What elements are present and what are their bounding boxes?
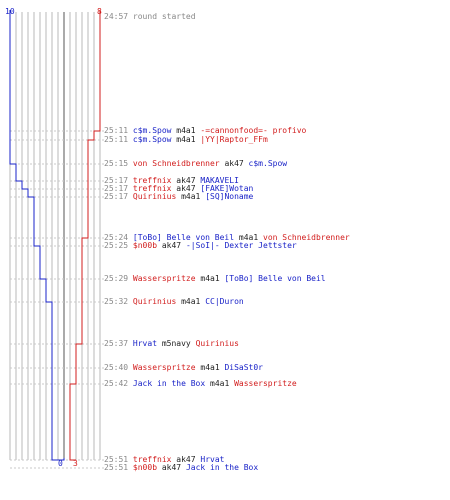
- victim-name: CC|Duron: [205, 297, 244, 306]
- killer-name: von Schneidbrenner: [132, 159, 220, 168]
- red-score-top: 8: [97, 7, 102, 16]
- event-time: 25:17: [104, 192, 129, 201]
- event-time: 25:25: [104, 241, 129, 250]
- killer-name: $n00b: [132, 463, 158, 472]
- event-time: 25:17: [104, 176, 129, 185]
- weapon-name: m4a1: [200, 363, 220, 372]
- kill-event-row: 25:32 Quirinius m4a1 CC|Duron: [104, 297, 244, 306]
- weapon-name: m4a1: [200, 274, 220, 283]
- weapon-name: m4a1: [176, 126, 196, 135]
- killer-name: Quirinius: [132, 297, 177, 306]
- blue-score-top: 10: [5, 7, 15, 16]
- victim-name: Jack in the Box: [185, 463, 259, 472]
- kill-event-row: 25:17 Quirinius m4a1 [SQ]Noname: [104, 192, 253, 201]
- kill-event-row: 25:42 Jack in the Box m4a1 Wasserspritze: [104, 379, 297, 388]
- kill-event-row: 25:17 treffnix ak47 MAKAVELI: [104, 176, 239, 185]
- killer-name: treffnix: [132, 184, 172, 193]
- victim-name: -|SoI|- Dexter Jettster: [185, 241, 297, 250]
- kill-event-row: 25:40 Wasserspritze m4a1 DiSaSt0r: [104, 363, 263, 372]
- victim-name: von Schneidbrenner: [263, 233, 350, 242]
- victim-name: MAKAVELI: [200, 176, 239, 185]
- kill-event-row: 25:24 [ToBo] Belle von Beil m4a1 von Sch…: [104, 233, 350, 242]
- victim-name: Hrvat: [200, 455, 225, 464]
- weapon-name: ak47: [161, 241, 182, 250]
- killer-name: treffnix: [132, 176, 172, 185]
- victim-name: DiSaSt0r: [224, 363, 263, 372]
- killer-name: treffnix: [132, 455, 172, 464]
- victim-name: [SQ]Noname: [205, 192, 254, 201]
- kill-event-row: 25:51 treffnix ak47 Hrvat: [104, 455, 224, 464]
- blue-score-bottom: 0: [58, 459, 63, 468]
- event-time: 25:24: [104, 233, 129, 242]
- victim-name: |YY|Raptor_FFm: [200, 135, 268, 144]
- kill-event-row: 25:11 c$m.Spow m4a1 |YY|Raptor_FFm: [104, 135, 268, 144]
- killer-name: Wasserspritze: [132, 363, 196, 372]
- victim-name: c$m.Spow: [248, 159, 288, 168]
- blue-team-alive-line: [9, 10, 65, 461]
- event-time: 25:11: [104, 126, 129, 135]
- event-time: 25:51: [104, 455, 129, 464]
- killer-name: Quirinius: [132, 192, 177, 201]
- weapon-name: m4a1: [181, 192, 201, 201]
- weapon-name: ak47: [224, 159, 244, 168]
- killer-name: Hrvat: [132, 339, 158, 348]
- event-time: 25:15: [104, 159, 129, 168]
- weapon-name: m5navy: [161, 339, 191, 348]
- kill-event-row: 24:57 round started: [104, 12, 196, 21]
- weapon-name: ak47: [176, 455, 196, 464]
- red-score-bottom: 3: [73, 459, 78, 468]
- killer-name: round started: [132, 12, 196, 21]
- killer-name: [ToBo] Belle von Beil: [132, 233, 235, 242]
- killer-name: c$m.Spow: [132, 135, 172, 144]
- event-time: 24:57: [104, 12, 129, 21]
- event-time: 25:29: [104, 274, 129, 283]
- weapon-name: m4a1: [210, 379, 230, 388]
- victim-name: -=cannonfood=- profivo: [200, 126, 307, 135]
- event-time: 25:51: [104, 463, 129, 472]
- event-time: 25:32: [104, 297, 129, 306]
- victim-name: Quirinius: [195, 339, 239, 348]
- kill-event-row: 25:29 Wasserspritze m4a1 [ToBo] Belle vo…: [104, 274, 326, 283]
- weapon-name: m4a1: [181, 297, 201, 306]
- killer-name: Jack in the Box: [132, 379, 206, 388]
- kill-event-row: 25:17 treffnix ak47 [FAKE]Wotan: [104, 184, 253, 193]
- victim-name: [FAKE]Wotan: [200, 184, 254, 193]
- kill-event-row: 25:11 c$m.Spow m4a1 -=cannonfood=- profi…: [104, 126, 306, 135]
- red-team-alive-line: [69, 10, 101, 461]
- event-time: 25:37: [104, 339, 129, 348]
- weapon-name: ak47: [176, 176, 196, 185]
- victim-name: [ToBo] Belle von Beil: [224, 274, 326, 283]
- weapon-name: m4a1: [176, 135, 196, 144]
- killer-name: Wasserspritze: [132, 274, 196, 283]
- weapon-name: m4a1: [238, 233, 259, 242]
- event-time: 25:40: [104, 363, 129, 372]
- kill-event-row: 25:51 $n00b ak47 Jack in the Box: [104, 463, 258, 472]
- weapon-name: ak47: [176, 184, 196, 193]
- event-time: 25:42: [104, 379, 129, 388]
- kill-event-row: 25:15 von Schneidbrenner ak47 c$m.Spow: [104, 159, 287, 168]
- victim-name: Wasserspritze: [234, 379, 297, 388]
- killer-name: $n00b: [132, 241, 158, 250]
- killer-name: c$m.Spow: [132, 126, 172, 135]
- kill-event-row: 25:37 Hrvat m5navy Quirinius: [104, 339, 239, 348]
- event-time: 25:11: [104, 135, 129, 144]
- event-time: 25:17: [104, 184, 129, 193]
- weapon-name: ak47: [161, 463, 182, 472]
- kill-event-row: 25:25 $n00b ak47 -|SoI|- Dexter Jettster: [104, 241, 297, 250]
